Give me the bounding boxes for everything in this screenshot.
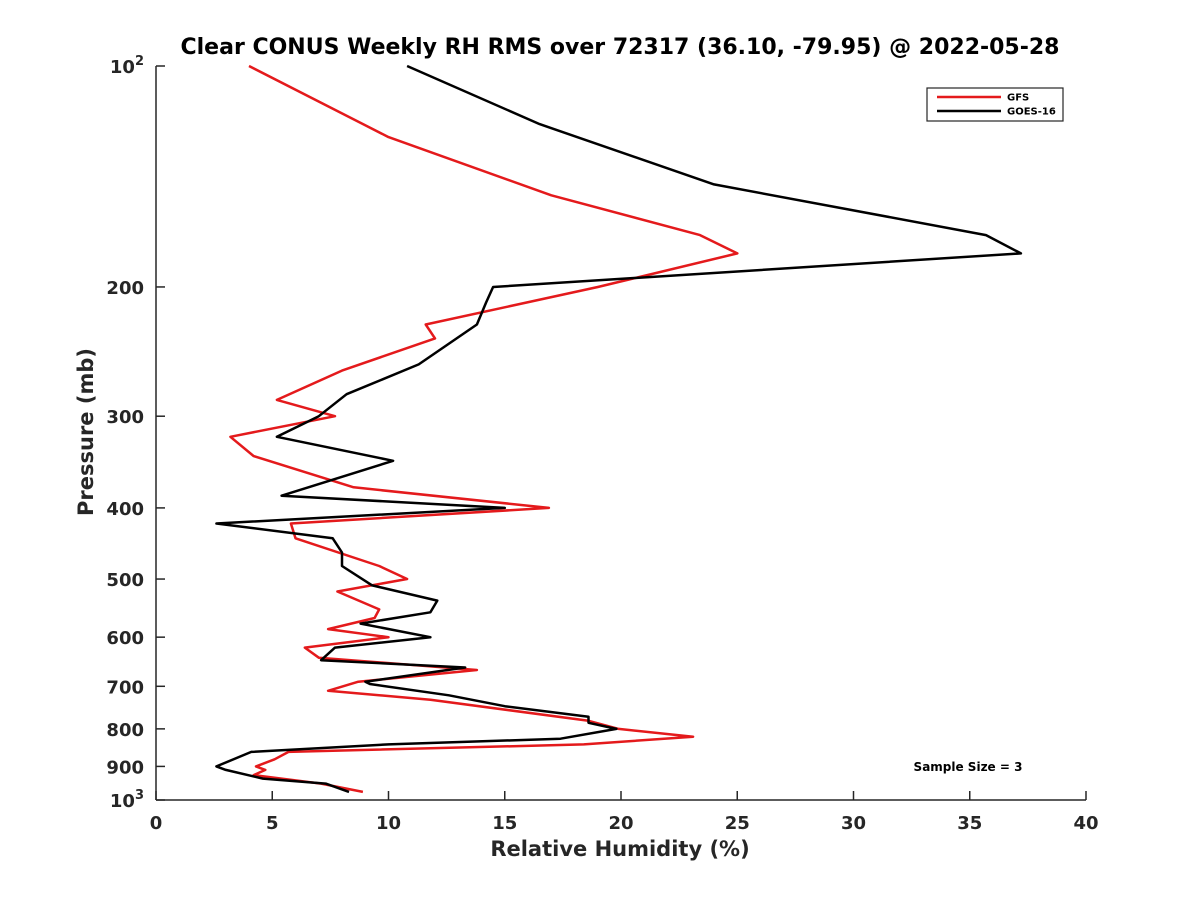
y-tick-label: 800 [106,720,144,741]
x-tick-label: 30 [841,813,866,834]
y-tick-label: 500 [106,570,144,591]
series-line-gfs [229,64,739,794]
x-tick-label: 40 [1073,813,1098,834]
y-tick-label: 700 [106,677,144,698]
y-tick-label: 103 [110,788,144,812]
series-line-goes-16 [215,64,1023,794]
sample-size-annotation: Sample Size = 3 [914,760,1023,774]
legend: GFS GOES-16 [926,87,1064,122]
x-tick-label: 5 [266,813,279,834]
legend-entry-label: GFS [1007,93,1029,104]
x-tick-label: 15 [492,813,517,834]
chart-title: Clear CONUS Weekly RH RMS over 72317 (36… [181,35,1060,60]
y-tick-label: 600 [106,628,144,649]
plot-area [215,64,1023,794]
x-tick-label: 35 [957,813,982,834]
y-tick-label: 300 [106,407,144,428]
x-tick-label: 0 [150,813,163,834]
legend-entry-label: GOES-16 [1007,107,1056,118]
y-tick-label: 400 [106,499,144,520]
x-tick-label: 10 [376,813,401,834]
legend-box [926,87,1064,122]
y-tick-label: 102 [110,54,144,78]
x-axis-label: Relative Humidity (%) [490,837,749,861]
y-tick-label: 200 [106,278,144,299]
x-tick-label: 25 [725,813,750,834]
y-axis-label: Pressure (mb) [74,348,98,516]
y-tick-label: 900 [106,757,144,778]
axes: 0 5 10 15 20 25 30 35 40 102 200 300 400 500 600 700 800… [106,54,1098,834]
x-tick-label: 20 [608,813,633,834]
